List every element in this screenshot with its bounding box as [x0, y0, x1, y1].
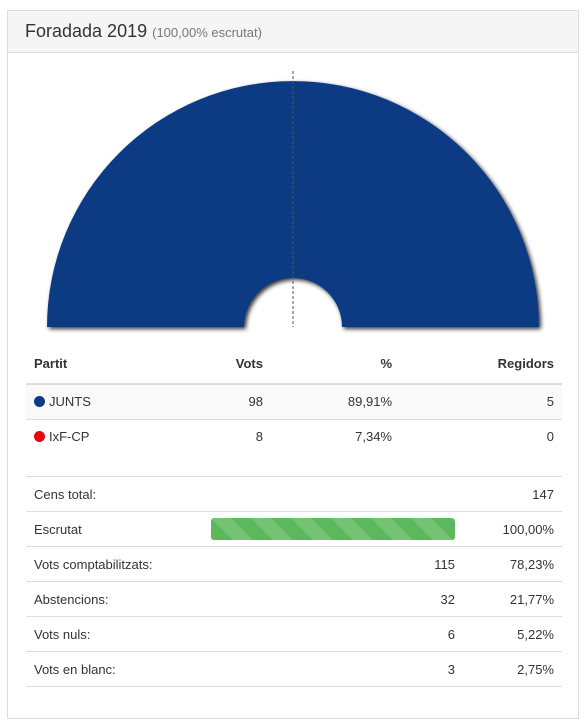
null-votes-percent: 5,22% — [463, 616, 562, 652]
party-percent: 7,34% — [271, 418, 400, 454]
seats-svg — [47, 71, 539, 327]
party-cell: IxF-CP — [26, 418, 176, 454]
valid-votes-value: 115 — [203, 546, 463, 582]
municipality-title: Foradada 2019 — [25, 21, 148, 41]
abstentions-label: Abstencions: — [26, 581, 203, 617]
party-results-table: Partit Vots % Regidors JUNTS 98 89,91% 5… — [26, 343, 562, 454]
party-name: JUNTS — [49, 394, 91, 410]
table-row: JUNTS 98 89,91% 5 — [26, 384, 562, 419]
counted-row: Escrutat 100,00% — [26, 511, 562, 547]
seats-chart — [8, 71, 578, 341]
abstentions-percent: 21,77% — [463, 581, 562, 617]
null-votes-value: 6 — [203, 616, 463, 652]
counted-progress — [211, 518, 455, 540]
valid-votes-percent: 78,23% — [463, 546, 562, 582]
seat-slice-junts — [47, 81, 539, 327]
header-votes: Vots — [176, 343, 271, 385]
census-value: 147 — [463, 476, 562, 512]
blank-votes-row: Vots en blanc: 3 2,75% — [26, 651, 562, 687]
valid-votes-row: Vots comptabilitzats: 115 78,23% — [26, 546, 562, 582]
null-votes-label: Vots nuls: — [26, 616, 203, 652]
party-percent: 89,91% — [271, 384, 400, 419]
party-votes: 8 — [176, 418, 271, 454]
counted-label: Escrutat — [26, 511, 203, 547]
results-panel: Foradada 2019 (100,00% escrutat) Partit … — [7, 10, 579, 719]
counted-percent: 100,00% — [463, 511, 562, 547]
party-color-dot — [34, 396, 45, 408]
party-color-dot — [34, 431, 45, 443]
party-cell: JUNTS — [26, 384, 176, 419]
census-row: Cens total: 147 — [26, 476, 562, 512]
blank-votes-value: 3 — [203, 651, 463, 687]
census-label: Cens total: — [26, 476, 203, 512]
valid-votes-label: Vots comptabilitzats: — [26, 546, 203, 582]
panel-header: Foradada 2019 (100,00% escrutat) — [8, 11, 578, 53]
party-votes: 98 — [176, 384, 271, 419]
counted-progress-bar — [211, 518, 455, 540]
header-party: Partit — [26, 343, 176, 385]
header-percent: % — [271, 343, 400, 385]
abstentions-row: Abstencions: 32 21,77% — [26, 581, 562, 617]
abstentions-value: 32 — [203, 581, 463, 617]
counted-progress-cell — [203, 511, 463, 547]
party-seats: 0 — [400, 418, 562, 454]
table-row: IxF-CP 8 7,34% 0 — [26, 418, 562, 454]
blank-votes-label: Vots en blanc: — [26, 651, 203, 687]
party-seats: 5 — [400, 384, 562, 419]
blank-votes-percent: 2,75% — [463, 651, 562, 687]
counted-subtitle: (100,00% escrutat) — [152, 25, 262, 40]
summary-table: Cens total: 147 Escrutat 100,00% Vots co… — [26, 476, 562, 687]
party-name: IxF-CP — [49, 429, 90, 445]
null-votes-row: Vots nuls: 6 5,22% — [26, 616, 562, 652]
header-seats: Regidors — [400, 343, 562, 385]
